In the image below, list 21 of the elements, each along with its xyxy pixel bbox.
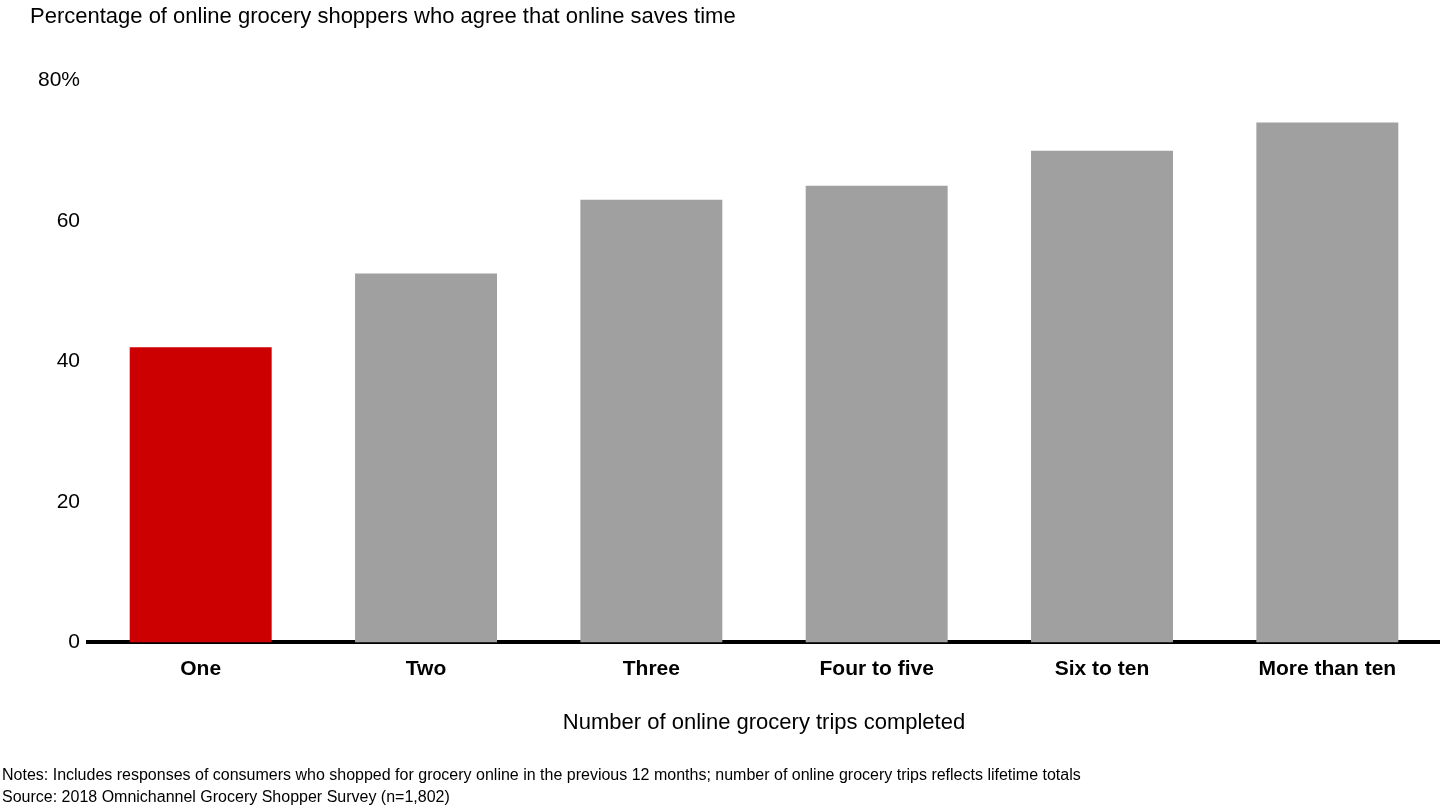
x-tick-label: Three <box>622 655 680 679</box>
x-tick-label: Two <box>405 655 447 679</box>
chart-title: Percentage of online grocery shoppers who agree that online saves time <box>30 3 736 29</box>
x-axis-title: Number of online grocery trips completed <box>562 708 966 734</box>
y-tick-label: 80% <box>38 67 81 91</box>
bar <box>1031 150 1173 643</box>
x-tick-label: More than ten <box>1258 655 1397 679</box>
x-tick-label: Six to ten <box>1054 655 1150 679</box>
y-tick-label: 20 <box>56 488 81 512</box>
x-tick-label: Four to five <box>819 655 934 679</box>
y-tick-label: 60 <box>56 207 81 231</box>
bar <box>805 185 948 643</box>
bar <box>580 199 723 643</box>
x-tick-label: One <box>180 655 222 679</box>
source-note: Source: 2018 Omnichannel Grocery Shopper Survey (n=1,802) <box>2 788 450 805</box>
text: Notes: Includes responses of consumers who shopped for grocery online in the previous 12 months; number of online grocery trips reflects lifetime totals <box>2 766 1081 783</box>
y-tick-label: 0 <box>68 629 81 653</box>
bar <box>129 347 272 643</box>
y-tick-label: 40 <box>56 348 81 372</box>
bar <box>1256 122 1399 643</box>
bar <box>355 273 497 643</box>
